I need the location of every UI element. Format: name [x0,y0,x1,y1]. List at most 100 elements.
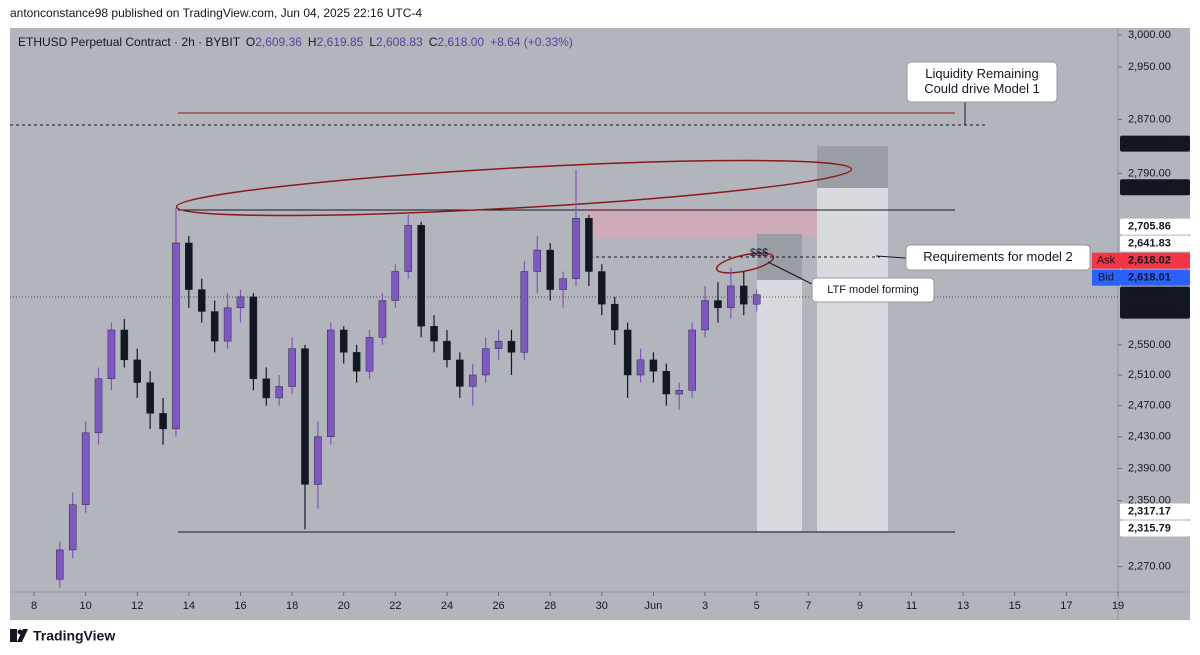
price-label-box [1120,286,1190,319]
price-label: 2,618.02 [1128,255,1171,267]
callout-arrow [767,261,813,285]
price-label-box [1120,269,1190,286]
y-tick-label: 3,000.00 [1128,29,1171,41]
x-tick-label: 9 [857,600,863,612]
candle-body [443,340,451,361]
x-tick-label: 26 [492,600,504,612]
y-tick-label: 2,510.00 [1128,369,1171,381]
x-tick-label: 17 [1060,600,1072,612]
price-label: 2,618.01 [1128,272,1171,284]
x-tick-label: 20 [338,600,350,612]
legend-part: C [429,35,438,49]
candle-body [262,378,271,399]
price-tag: Bid [1098,272,1114,284]
annotation-box [905,244,1091,271]
price-tag: Ask [1097,255,1116,267]
candle-body [533,249,542,272]
candle-body [120,329,129,361]
candle-body [352,352,361,372]
candle-body [249,296,258,380]
x-tick-label: 24 [441,600,453,612]
legend-part: L [369,35,376,49]
candle-body [391,271,400,301]
candle-body [107,329,116,380]
price-label: 2,641.83 [1128,238,1171,250]
countdown: 01:43:19 [1128,305,1171,317]
candle-body [714,300,722,309]
candle-body [610,303,619,331]
candle-body [507,340,516,353]
x-tick-label: 12 [131,600,143,612]
candle-body [365,337,374,372]
candle-body [598,271,606,305]
price-label-box [1120,135,1190,152]
supply-zone [585,208,863,237]
price-label-box [1120,520,1190,537]
candle-body [314,436,322,485]
brand: TradingView [10,628,115,644]
x-tick-label: 3 [702,600,708,612]
ltf-ellipse [715,252,775,274]
liquidity-ellipse [175,159,853,217]
candle-body [520,271,529,353]
annotation-text: Requirements for model 2 [923,249,1073,264]
x-tick-label: 14 [183,600,195,612]
x-tick-label: 28 [544,600,556,612]
candle-body [585,218,593,272]
y-tick-label: 2,550.00 [1128,339,1171,351]
candle-body [688,329,696,391]
chart-pane [10,28,1190,620]
x-tick-label: 5 [754,600,760,612]
annotation-box [906,61,1058,103]
legend-part: ETHUSD Perpetual Contract · 2h · BYBIT [18,35,241,49]
logo [10,629,17,642]
price-label: 2,315.79 [1128,522,1171,534]
annotation-text: Liquidity Remaining [925,66,1038,81]
x-tick-label: 30 [596,600,608,612]
candle-body [210,311,219,342]
candle-body [236,296,245,309]
candle-body [752,294,761,305]
position-box [817,188,888,531]
price-label: 2,618.00 [1128,289,1171,301]
candle-body [469,374,477,387]
annotation-text: $$$ [750,247,768,259]
candle-body [636,359,645,376]
candle-body [146,382,154,414]
x-tick-label: 19 [1112,600,1124,612]
candle-body [456,359,464,387]
legend-part: 2,618.00 [437,35,484,49]
price-tag-box [1092,252,1120,269]
candle-body [649,359,658,372]
position-box [757,280,802,531]
price-label-box [1120,252,1190,269]
candle-body [404,225,412,272]
legend-part: 2,619.85 [317,35,364,49]
candle-body [623,329,632,376]
y-tick-label: 2,950.00 [1128,61,1171,73]
candle-body [223,307,232,342]
axes: 2,270.00 2,350.00 2,390.00 2,430.00 2,470.00… [31,29,1190,612]
price-label: 2,317.17 [1128,505,1171,517]
candle-body [275,386,283,399]
candle-body [301,348,309,485]
legend-part: 2,608.83 [376,35,423,49]
price-label: 2,769.79 [1128,181,1171,193]
x-tick-label: 7 [805,600,811,612]
x-tick-label: 13 [957,600,969,612]
x-tick-label: 15 [1009,600,1021,612]
y-tick-label: 2,870.00 [1128,113,1171,125]
candle-body [572,218,580,279]
y-tick-label: 2,790.00 [1128,167,1171,179]
annotation-text: LTF model forming [827,284,919,296]
price-tag-box [1092,269,1120,286]
candle-body [198,289,206,312]
callout-arrow [875,255,907,259]
candle-body [546,249,554,290]
logo [17,629,28,642]
annotation-box [811,277,935,303]
x-tick-label: 10 [79,600,91,612]
candle-body [68,504,77,551]
